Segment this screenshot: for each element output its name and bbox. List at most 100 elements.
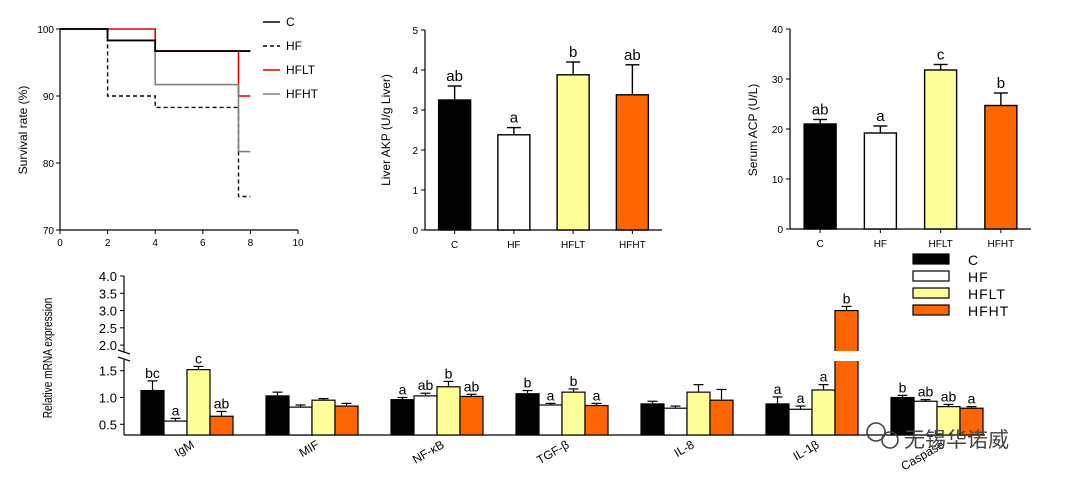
akp-bar-c <box>437 99 472 231</box>
mrna-sig-letter: ab <box>918 384 934 400</box>
mrna-bar <box>640 403 665 436</box>
akp-bar-hf <box>497 134 531 231</box>
mrna-ylabel: Relative mRNA expression <box>41 298 55 418</box>
survival-panel: Survival rate (%) 0 2 4 6 8 10 70 80 90 100 C HF HF… <box>16 15 319 249</box>
mrna-ytick-label: 1.5 <box>99 364 117 379</box>
akp-xtick-label: HFHT <box>619 240 646 251</box>
mrna-legend-swatch <box>912 287 950 299</box>
akp-bar-hfht <box>615 94 650 231</box>
wechat-icon <box>866 422 886 442</box>
mrna-sig-letter: a <box>820 369 828 385</box>
mrna-ytick-label: 2.0 <box>99 338 117 353</box>
mrna-gene-label: IL-1β <box>791 437 822 463</box>
acp-xtick-label: HFLT <box>928 239 952 250</box>
mrna-gene-label: IgM <box>172 437 196 459</box>
akp-xtick-label: C <box>451 240 458 251</box>
mrna-ytick-label: 2.5 <box>99 321 117 336</box>
mrna-sig-letter: a <box>774 381 782 397</box>
mrna-bar <box>584 404 609 436</box>
mrna-sig-letter: b <box>445 365 453 381</box>
acp-ytick-label: 0 <box>777 225 783 236</box>
mrna-sig-letter: c <box>195 350 202 366</box>
acp-ytick-label: 20 <box>772 125 784 136</box>
mrna-ytick-label: 3.0 <box>99 304 117 319</box>
mrna-sig-letter: b <box>524 375 532 391</box>
mrna-bar <box>334 405 359 436</box>
akp-ytick-label: 4 <box>412 66 418 77</box>
mrna-sig-letter: ab <box>941 388 957 404</box>
mrna-gene-label: MIF <box>297 437 322 459</box>
mrna-legend-swatch <box>912 304 950 316</box>
mrna-bar <box>538 404 563 436</box>
mrna-legend-label: HF <box>968 269 989 285</box>
survival-ylabel: Survival rate (%) <box>16 86 30 175</box>
akp-xtick-label: HF <box>507 240 520 251</box>
acp-ytick-label: 10 <box>772 175 784 186</box>
acp-ylabel: Serum ACP (U/L) <box>746 84 760 176</box>
mrna-gene-label: TGF-β <box>534 437 571 467</box>
mrna-bar <box>561 391 586 436</box>
mrna-sig-letter: a <box>968 391 976 407</box>
acp-xtick-label: C <box>817 239 824 250</box>
acp-ytick-label: 40 <box>772 25 784 36</box>
mrna-bar <box>788 408 813 436</box>
akp-bar-hflt <box>556 74 590 231</box>
mrna-sig-letter: a <box>797 390 805 406</box>
survival-xtick-label: 4 <box>152 238 158 249</box>
mrna-ytick-label: 4.0 <box>99 269 117 284</box>
mrna-bar <box>163 420 188 436</box>
mrna-ytick-label: 3.5 <box>99 286 117 301</box>
survival-legend-label: HF <box>286 39 302 53</box>
survival-ytick-label: 90 <box>43 92 55 103</box>
acp-sig-letter: b <box>997 75 1005 92</box>
mrna-bar <box>209 415 234 436</box>
acp-panel: Serum ACP (U/L) 0 10 20 30 40 ab Ca HF c HFLT b HF… <box>746 25 1031 250</box>
mrna-bar <box>709 399 734 436</box>
mrna-bar <box>140 389 165 436</box>
mrna-bar <box>765 403 790 436</box>
acp-bar-c <box>803 123 837 230</box>
acp-sig-letter: a <box>876 108 885 125</box>
survival-legend-label: HFHT <box>286 87 319 101</box>
akp-xtick-label: HFLT <box>561 240 585 251</box>
mrna-bar <box>390 399 415 436</box>
acp-bar-hf <box>863 132 898 230</box>
mrna-legend-label: C <box>968 252 979 268</box>
mrna-gene-label: NF-κB <box>410 437 446 466</box>
mrna-sig-letter: ab <box>214 395 230 411</box>
mrna-bar <box>288 406 313 436</box>
akp-ytick-label: 2 <box>412 146 418 157</box>
survival-ytick-label: 70 <box>43 226 55 237</box>
survival-xtick-label: 0 <box>57 238 63 249</box>
watermark: 无锡华诺威 <box>866 422 1009 452</box>
akp-ytick-label: 0 <box>412 226 418 237</box>
mrna-sig-letter: bc <box>145 365 160 381</box>
mrna-bar <box>686 391 711 436</box>
mrna-sig-letter: a <box>593 387 601 403</box>
akp-ytick-label: 3 <box>412 106 418 117</box>
mrna-panel: Relative mRNA expression 0.5 1.0 1.5 2.0 2.5… <box>41 252 1008 473</box>
mrna-bar <box>811 389 836 436</box>
mrna-sig-letter: a <box>172 402 180 418</box>
mrna-ytick-label: 1.0 <box>99 391 117 406</box>
survival-ytick-label: 100 <box>37 25 54 36</box>
akp-sig-letter: ab <box>624 47 641 64</box>
mrna-bar <box>311 399 336 436</box>
mrna-bar <box>186 369 211 436</box>
survival-xtick-label: 10 <box>292 238 304 249</box>
mrna-bar <box>663 407 688 436</box>
mrna-sig-letter: ab <box>464 378 480 394</box>
akp-ylabel: Liver AKP (U/g Liver) <box>379 74 393 186</box>
watermark-text: 无锡华诺威 <box>904 429 1009 452</box>
acp-bar-hfht <box>984 104 1018 230</box>
acp-bar-hflt <box>923 69 958 230</box>
akp-panel: Liver AKP (U/g Liver) 0 1 2 3 4 5 ab Ca HF b HFLT… <box>379 26 662 251</box>
survival-legend-label: C <box>286 15 295 29</box>
mrna-sig-letter: a <box>547 387 555 403</box>
akp-ytick-label: 1 <box>412 186 418 197</box>
mrna-sig-letter: b <box>570 373 578 389</box>
mrna-bar <box>515 393 540 436</box>
mrna-sig-letter: b <box>899 379 907 395</box>
mrna-bar <box>459 395 484 436</box>
acp-sig-letter: ab <box>812 102 829 119</box>
